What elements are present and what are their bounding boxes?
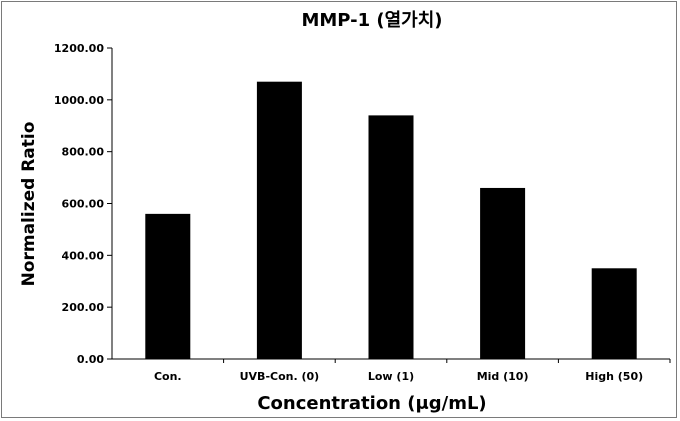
- y-ticks: 0.00 200.00 400.00 600.00 800.00 1000.00 1200.…: [54, 42, 112, 366]
- x-tick-label: Low (1): [368, 370, 414, 383]
- x-tick-label: UVB-Con. (0): [240, 370, 320, 383]
- x-tick-labels: Con. UVB-Con. (0) Low (1) Mid (10) High (50): [154, 359, 671, 383]
- y-tick-label: 0.00: [77, 353, 104, 366]
- y-tick-label: 1000.00: [54, 94, 104, 107]
- x-tick-label: High (50): [585, 370, 643, 383]
- x-tick-label: Con.: [154, 370, 182, 383]
- chart-title: MMP-1 (열가치): [301, 10, 442, 31]
- bar: [256, 81, 302, 360]
- y-tick-label: 1200.00: [54, 42, 104, 55]
- bar: [368, 115, 414, 359]
- y-tick-label: 400.00: [62, 249, 105, 262]
- y-tick-label: 800.00: [62, 146, 105, 159]
- y-axis-label: Normalized Ratio: [19, 122, 39, 287]
- x-axis-label: Concentration (μg/mL): [257, 393, 486, 414]
- y-tick-label: 200.00: [62, 301, 105, 314]
- bar: [480, 187, 526, 359]
- x-tick-label: Mid (10): [477, 370, 529, 383]
- bars: [145, 81, 637, 360]
- bar: [145, 213, 191, 359]
- y-tick-label: 600.00: [62, 198, 105, 211]
- bar: [591, 268, 637, 359]
